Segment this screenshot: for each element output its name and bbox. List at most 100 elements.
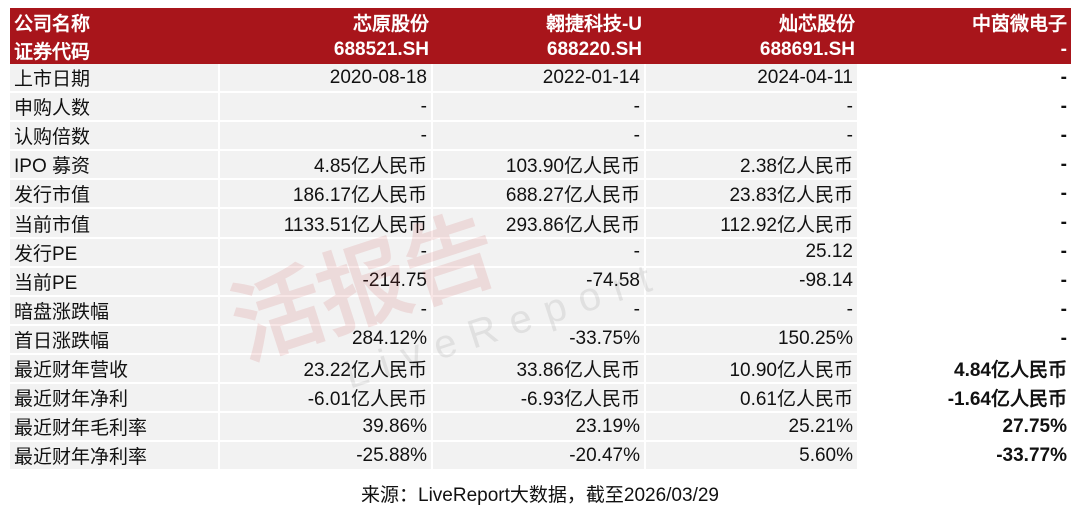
cell: -	[859, 93, 1071, 123]
row-label: 当前PE	[10, 267, 220, 297]
cell: 2020-08-18	[220, 64, 433, 94]
cell: -	[220, 238, 433, 268]
cell: 2022-01-14	[433, 64, 646, 94]
table-body: 公司名称 芯原股份 翱捷科技-U 灿芯股份 中茵微电子 证券代码 688521.SH 6882…	[10, 8, 1071, 472]
cell: -	[433, 238, 646, 268]
cell: 688.27亿人民币	[433, 180, 646, 210]
cell: 39.86%	[220, 413, 433, 443]
cell: -6.93亿人民币	[433, 384, 646, 414]
cell: -	[859, 209, 1071, 239]
row-label: 申购人数	[10, 93, 220, 123]
row-label: 当前市值	[10, 209, 220, 239]
row-label: 认购倍数	[10, 122, 220, 152]
data-row: IPO 募资 4.85亿人民币 103.90亿人民币 2.38亿人民币 -	[10, 151, 1071, 181]
cell: 4.84亿人民币	[859, 354, 1071, 385]
cell: 4.85亿人民币	[220, 151, 433, 181]
cell: 2.38亿人民币	[646, 151, 859, 181]
data-row: 认购倍数 - - - -	[10, 122, 1071, 152]
row-label: 证券代码	[10, 36, 220, 64]
cell: 翱捷科技-U	[433, 8, 646, 36]
cell: -214.75	[220, 267, 433, 297]
row-label: 上市日期	[10, 64, 220, 94]
row-label: IPO 募资	[10, 151, 220, 181]
cell: -1.64亿人民币	[859, 384, 1071, 414]
row-label: 最近财年净利率	[10, 442, 220, 472]
row-label: 首日涨跌幅	[10, 325, 220, 355]
cell: 灿芯股份	[646, 8, 859, 36]
cell: -	[859, 238, 1071, 268]
cell: -	[859, 325, 1071, 355]
cell: 23.19%	[433, 413, 646, 443]
cell: -6.01亿人民币	[220, 384, 433, 414]
cell: -	[859, 296, 1071, 326]
cell: 中茵微电子	[859, 8, 1071, 36]
row-label: 最近财年毛利率	[10, 413, 220, 443]
cell: -	[646, 93, 859, 123]
data-row: 当前PE -214.75 -74.58 -98.14-	[10, 267, 1071, 297]
cell: -	[220, 296, 433, 326]
row-label: 发行市值	[10, 180, 220, 210]
source-note: 来源：LiveReport大数据，截至2026/03/29	[361, 485, 719, 506]
cell: 688691.SH	[646, 36, 859, 64]
cell: -	[433, 122, 646, 152]
data-row: 最近财年营收 23.22亿人民币 33.86亿人民币 10.90亿人民币 4.84亿人民…	[10, 354, 1071, 385]
cell: -	[859, 267, 1071, 297]
data-row: 最近财年净利 -6.01亿人民币 -6.93亿人民币 0.61亿人民币 -1.64亿人民…	[10, 384, 1071, 414]
cell: 10.90亿人民币	[646, 354, 859, 385]
ipo-table: 公司名称 芯原股份 翱捷科技-U 灿芯股份 中茵微电子 证券代码 688521.SH 6882…	[10, 8, 1071, 472]
data-row: 当前市值 1133.51亿人民币 293.86亿人民币 112.92亿人民币 -	[10, 209, 1071, 239]
cell: -	[220, 93, 433, 123]
cell: -98.14	[646, 267, 859, 297]
cell: -	[433, 93, 646, 123]
row-label: 最近财年营收	[10, 354, 220, 385]
row-label: 公司名称	[10, 8, 220, 36]
cell: 25.12	[646, 238, 859, 268]
cell: -74.58	[433, 267, 646, 297]
cell: 25.21%	[646, 413, 859, 443]
data-row: 最近财年毛利率 39.86% 23.19% 25.21% 27.75%	[10, 413, 1071, 443]
cell: 112.92亿人民币	[646, 209, 859, 239]
cell: 2024-04-11	[646, 64, 859, 94]
cell: 293.86亿人民币	[433, 209, 646, 239]
cell: -	[859, 180, 1071, 210]
data-row: 最近财年净利率 -25.88% -20.47% 5.60% -33.77%	[10, 442, 1071, 472]
cell: -	[433, 296, 646, 326]
cell: -33.77%	[859, 442, 1071, 472]
cell: 23.22亿人民币	[220, 354, 433, 385]
cell: -	[646, 122, 859, 152]
cell: 0.61亿人民币	[646, 384, 859, 414]
cell: -33.75%	[433, 325, 646, 355]
data-row: 发行市值 186.17亿人民币 688.27亿人民币 23.83亿人民币 -	[10, 180, 1071, 210]
cell: -	[646, 296, 859, 326]
data-row: 上市日期 2020-08-18 2022-01-14 2024-04-11-	[10, 64, 1071, 94]
cell: 688521.SH	[220, 36, 433, 64]
cell: 芯原股份	[220, 8, 433, 36]
cell: 284.12%	[220, 325, 433, 355]
cell: 150.25%	[646, 325, 859, 355]
cell: -	[220, 122, 433, 152]
cell: 186.17亿人民币	[220, 180, 433, 210]
cell: 103.90亿人民币	[433, 151, 646, 181]
cell: -	[859, 151, 1071, 181]
cell: 1133.51亿人民币	[220, 209, 433, 239]
cell: 27.75%	[859, 413, 1071, 443]
cell: 33.86亿人民币	[433, 354, 646, 385]
data-row: 发行PE - -25.12-	[10, 238, 1071, 268]
row-label: 最近财年净利	[10, 384, 220, 414]
row-label: 暗盘涨跌幅	[10, 296, 220, 326]
cell: -20.47%	[433, 442, 646, 472]
cell: 5.60%	[646, 442, 859, 472]
cell: 688220.SH	[433, 36, 646, 64]
data-row: 申购人数 - - - -	[10, 93, 1071, 123]
cell: -	[859, 36, 1071, 64]
cell: -	[859, 64, 1071, 94]
row-label: 发行PE	[10, 238, 220, 268]
header-row: 证券代码 688521.SH 688220.SH 688691.SH -	[10, 36, 1071, 64]
cell: 23.83亿人民币	[646, 180, 859, 210]
cell: -25.88%	[220, 442, 433, 472]
cell: -	[859, 122, 1071, 152]
data-row: 首日涨跌幅 284.12% -33.75% 150.25% -	[10, 325, 1071, 355]
header-row: 公司名称 芯原股份 翱捷科技-U 灿芯股份 中茵微电子	[10, 8, 1071, 36]
data-row: 暗盘涨跌幅 - - - -	[10, 296, 1071, 326]
